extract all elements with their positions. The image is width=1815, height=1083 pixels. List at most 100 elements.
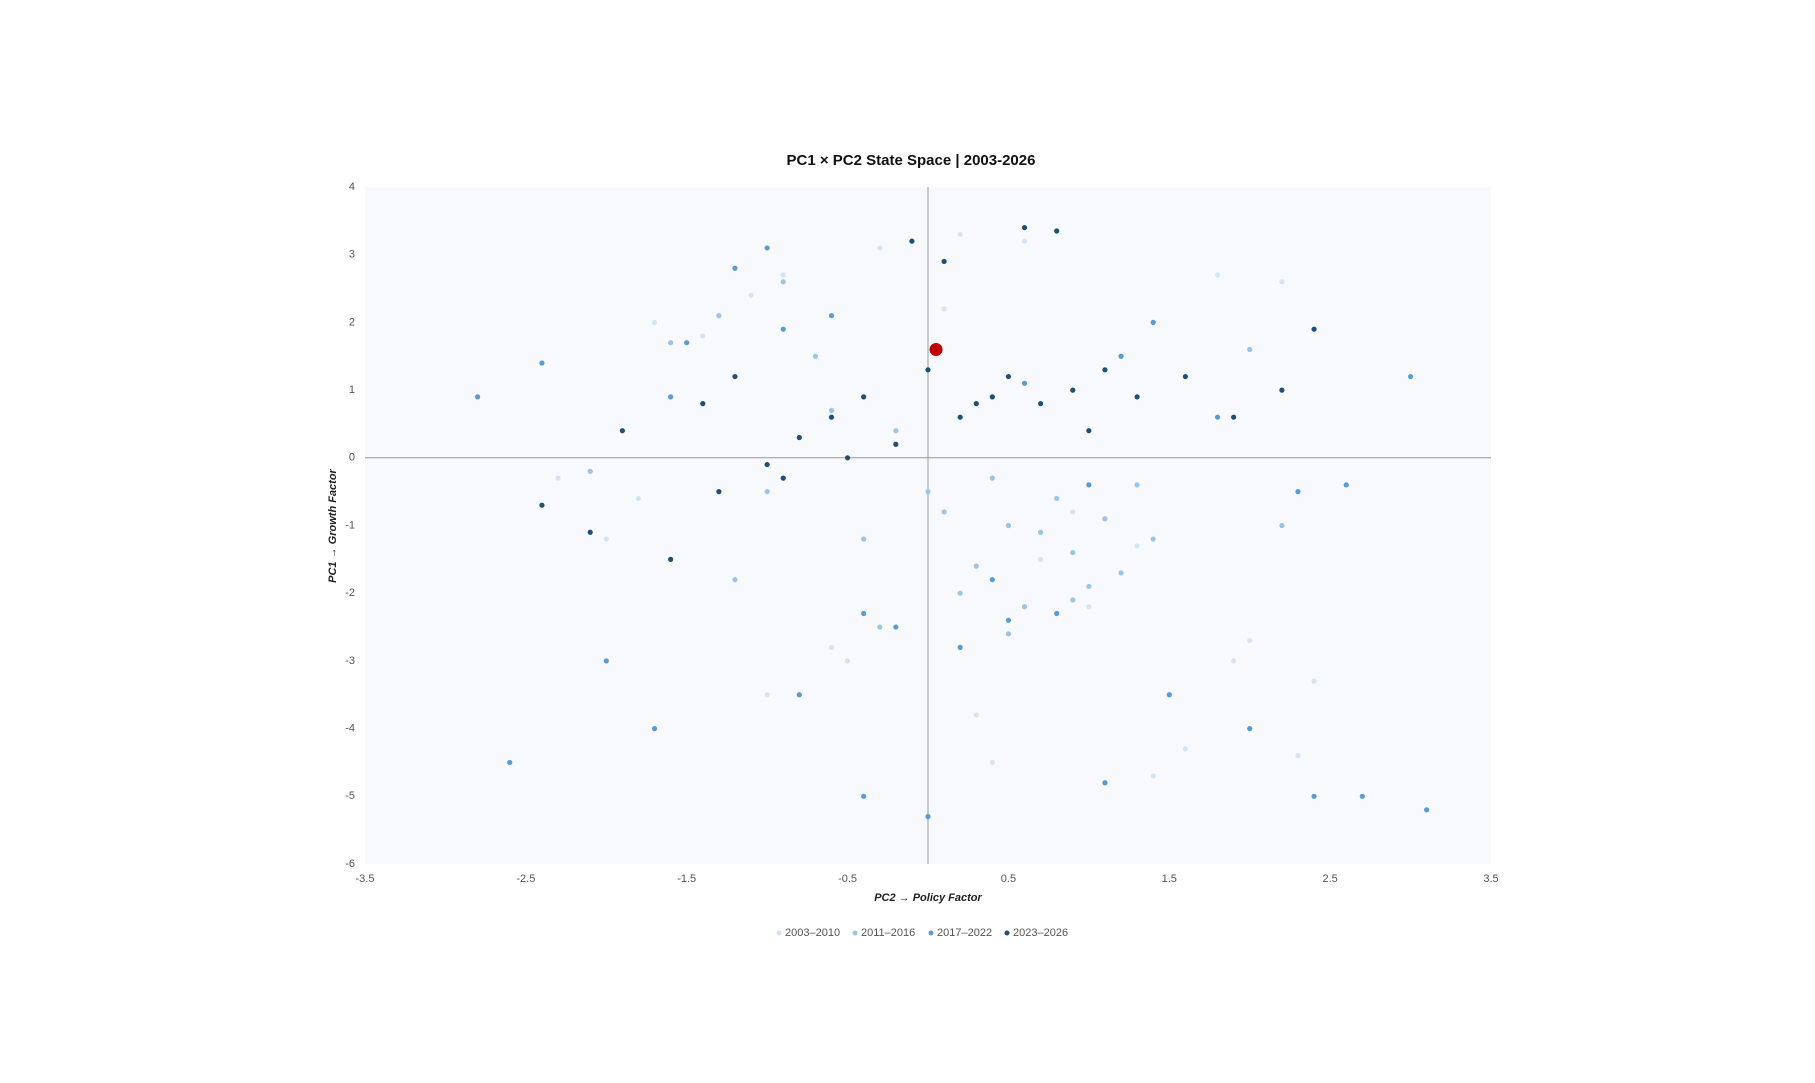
point bbox=[1054, 228, 1060, 234]
point bbox=[507, 759, 513, 766]
point bbox=[893, 428, 899, 434]
point bbox=[700, 401, 706, 407]
point bbox=[957, 590, 963, 596]
legend-label: 2023–2026 bbox=[1013, 927, 1068, 939]
point bbox=[1086, 604, 1092, 610]
x-tick-label: -0.5 bbox=[838, 873, 857, 885]
legend-marker bbox=[776, 930, 782, 936]
point bbox=[1086, 482, 1092, 488]
y-tick-label: 0 bbox=[349, 452, 355, 464]
point bbox=[973, 712, 979, 718]
y-tick-label: 1 bbox=[349, 384, 355, 396]
point bbox=[684, 340, 690, 346]
point bbox=[1311, 793, 1317, 799]
x-tick-label: -2.5 bbox=[516, 873, 535, 885]
y-tick-label: -5 bbox=[345, 790, 355, 802]
point bbox=[957, 414, 963, 420]
legend-marker bbox=[1004, 930, 1010, 936]
point bbox=[619, 428, 625, 434]
y-tick-label: -6 bbox=[345, 858, 355, 870]
point bbox=[603, 658, 609, 664]
point bbox=[1182, 746, 1188, 752]
point bbox=[475, 394, 481, 400]
point bbox=[1118, 570, 1124, 576]
point bbox=[1279, 279, 1285, 285]
point bbox=[893, 624, 899, 630]
point bbox=[1407, 373, 1414, 380]
x-tick-label: 0.5 bbox=[1001, 873, 1016, 885]
point bbox=[1231, 658, 1237, 664]
point bbox=[1295, 753, 1301, 759]
point bbox=[1134, 482, 1140, 488]
point bbox=[1279, 387, 1285, 393]
point bbox=[844, 455, 851, 461]
x-tick-label: 1.5 bbox=[1162, 873, 1177, 885]
point bbox=[1005, 617, 1012, 623]
point bbox=[555, 475, 561, 481]
point bbox=[764, 461, 770, 468]
point bbox=[1150, 319, 1156, 325]
y-tick-label: -3 bbox=[345, 655, 355, 667]
point bbox=[909, 238, 915, 244]
chart-title: PC1 × PC2 State Space | 2003-2026 bbox=[787, 152, 1036, 169]
point bbox=[1054, 495, 1060, 502]
point bbox=[668, 340, 674, 346]
point bbox=[1279, 522, 1285, 529]
point bbox=[925, 489, 931, 495]
point bbox=[1086, 583, 1092, 590]
point bbox=[861, 536, 867, 542]
point bbox=[989, 577, 995, 583]
point bbox=[973, 401, 979, 407]
point bbox=[812, 353, 819, 359]
point bbox=[780, 272, 786, 278]
legend-label: 2011–2016 bbox=[861, 927, 915, 939]
point bbox=[1214, 414, 1221, 420]
point bbox=[780, 326, 786, 332]
point bbox=[1311, 326, 1317, 332]
point bbox=[1005, 522, 1012, 529]
point bbox=[1359, 793, 1365, 799]
point bbox=[1070, 549, 1076, 556]
point bbox=[587, 529, 593, 535]
point bbox=[1247, 346, 1253, 353]
point bbox=[1086, 428, 1092, 434]
point bbox=[780, 279, 786, 285]
y-axis-label: PC1 → Growth Factor bbox=[327, 468, 339, 582]
point bbox=[941, 509, 947, 515]
point bbox=[716, 313, 722, 319]
y-tick-label: -4 bbox=[345, 723, 355, 735]
point bbox=[1150, 536, 1156, 542]
point bbox=[764, 692, 770, 698]
point bbox=[796, 692, 802, 698]
point bbox=[748, 292, 754, 298]
point bbox=[603, 536, 609, 542]
point bbox=[1214, 272, 1221, 278]
point bbox=[828, 407, 835, 414]
point bbox=[796, 434, 802, 441]
point bbox=[1070, 597, 1076, 603]
point bbox=[957, 231, 963, 237]
point bbox=[635, 495, 642, 502]
point bbox=[1102, 367, 1108, 373]
point bbox=[732, 577, 738, 583]
point bbox=[941, 306, 947, 312]
point bbox=[1038, 401, 1044, 407]
y-tick-label: 2 bbox=[349, 316, 355, 328]
point bbox=[539, 502, 545, 508]
point bbox=[1150, 773, 1156, 779]
point bbox=[651, 319, 658, 325]
x-tick-label: -1.5 bbox=[677, 873, 696, 885]
point bbox=[1102, 780, 1108, 786]
x-tick-label: 3.5 bbox=[1483, 873, 1498, 885]
point bbox=[828, 313, 835, 319]
point bbox=[957, 644, 963, 650]
point bbox=[764, 489, 770, 495]
point bbox=[844, 658, 851, 664]
point bbox=[989, 394, 995, 400]
point bbox=[700, 333, 706, 339]
x-axis-label: PC2 → Policy Factor bbox=[874, 892, 982, 904]
point bbox=[861, 610, 867, 617]
y-tick-label: -2 bbox=[345, 587, 355, 599]
